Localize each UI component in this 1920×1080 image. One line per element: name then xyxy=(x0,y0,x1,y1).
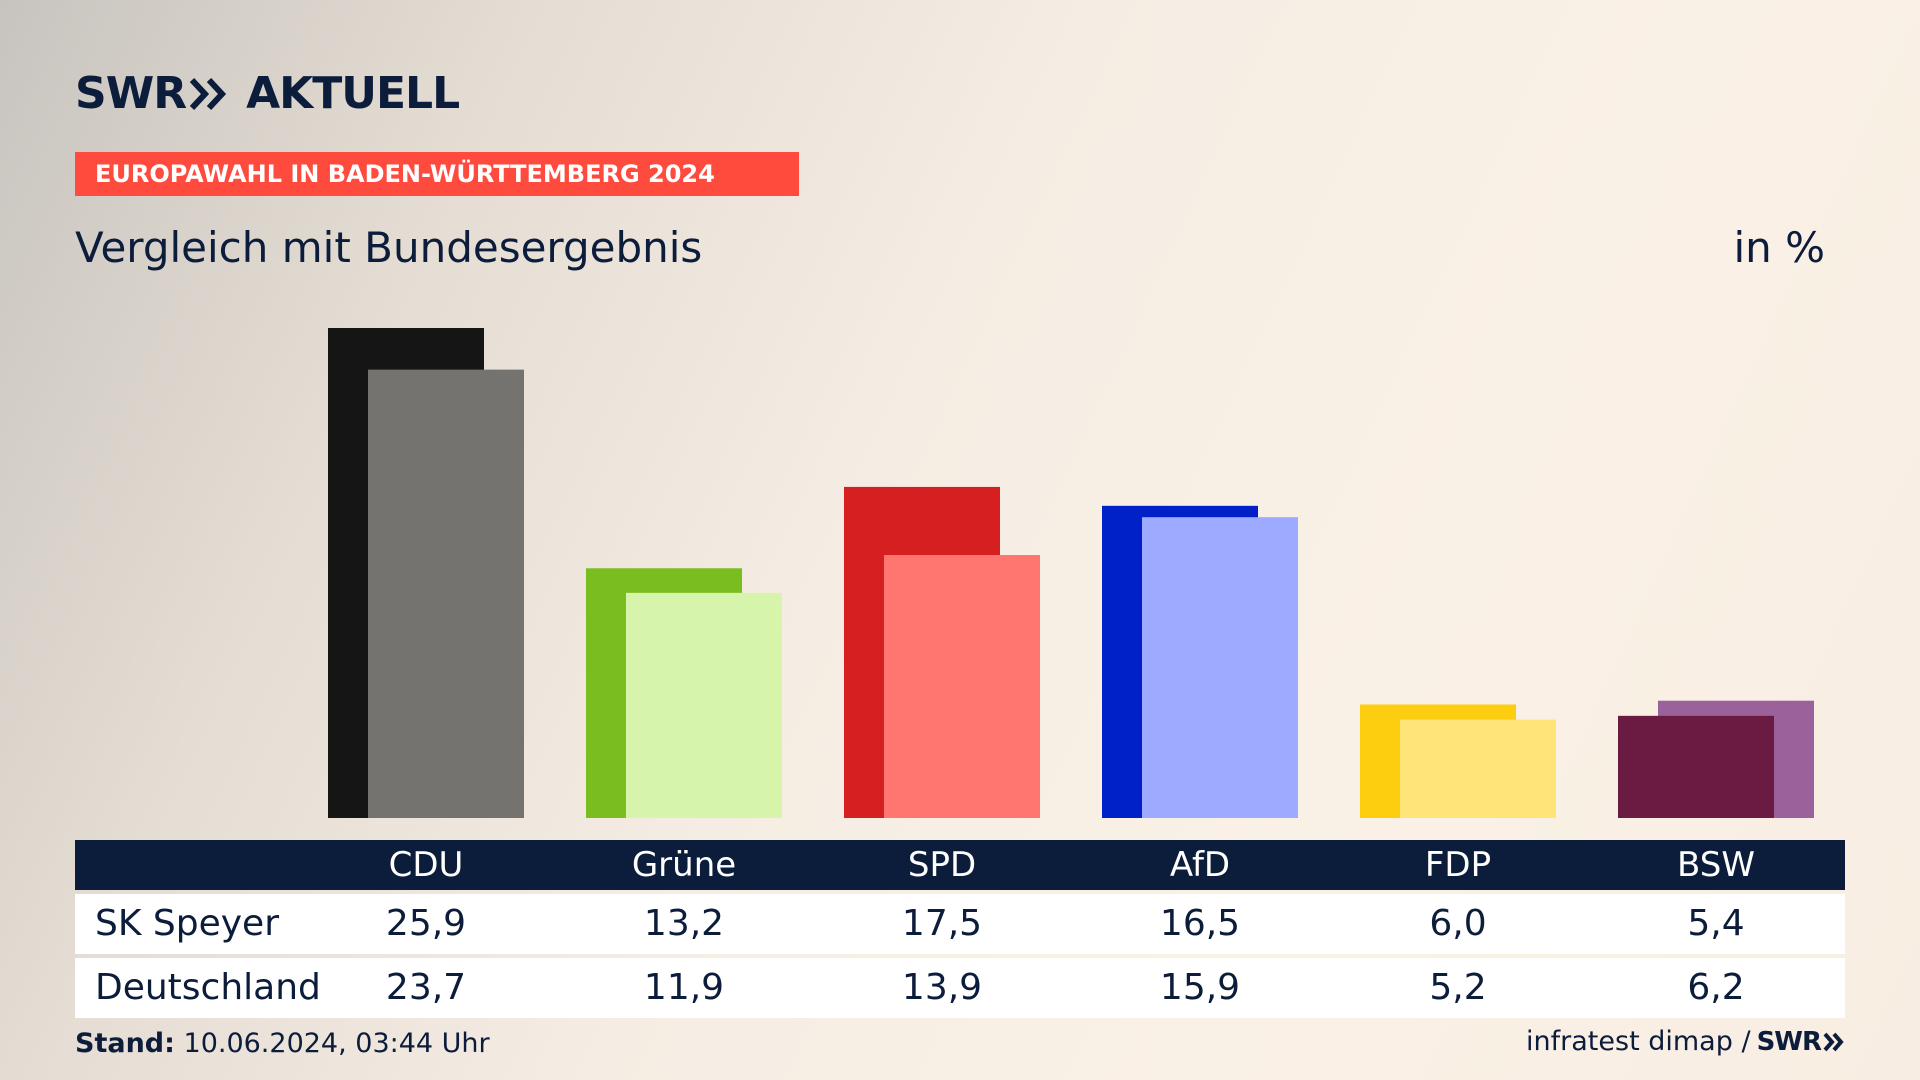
topic-banner: EUROPAWAHL IN BADEN-WÜRTTEMBERG 2024 xyxy=(75,152,799,196)
column-header-fdp: FDP xyxy=(1424,845,1492,885)
bar-deutschland-spd xyxy=(884,555,1040,818)
source-credit: infratest dimap / SWR xyxy=(1526,1026,1845,1057)
row-label-deutschland: Deutschland xyxy=(95,967,321,1008)
stand-value: 10.06.2024, 03:44 Uhr xyxy=(183,1028,490,1059)
table-row: SK Speyer 25,9 13,2 17,5 16,5 6,0 5,4 xyxy=(75,894,1845,954)
column-header-cdu: CDU xyxy=(388,845,464,885)
timestamp: Stand: 10.06.2024, 03:44 Uhr xyxy=(75,1028,490,1059)
footer-brand: SWR xyxy=(1756,1026,1822,1057)
value-cell-deutschland-gr-ne: 11,9 xyxy=(643,967,725,1008)
row-label-sk-speyer: SK Speyer xyxy=(95,903,280,944)
table-header: CDU Grüne SPD AfD FDP BSW xyxy=(75,840,1845,890)
value-cell-deutschland-bsw: 6,2 xyxy=(1687,967,1745,1008)
double-chevron-icon xyxy=(1823,1032,1844,1051)
bar-deutschland-gr-ne xyxy=(626,592,782,818)
swr-aktuell-logo: SWR AKTUELL xyxy=(75,68,460,120)
value-cell-sk-speyer-afd: 16,5 xyxy=(1159,903,1241,944)
logo-brand: SWR xyxy=(75,68,187,119)
bar-sk-speyer-bsw xyxy=(1618,715,1774,818)
bar-deutschland-cdu xyxy=(368,369,524,818)
unit-label: in % xyxy=(1733,223,1825,272)
bar-deutschland-fdp xyxy=(1400,719,1556,818)
results-table: CDU Grüne SPD AfD FDP BSW SK Speyer 25,9 13,2 1… xyxy=(75,840,1845,1018)
column-header-gr-ne: Grüne xyxy=(631,845,737,885)
source-text: infratest dimap / xyxy=(1526,1026,1751,1057)
chart-subtitle: Vergleich mit Bundesergebnis xyxy=(75,223,703,272)
column-header-bsw: BSW xyxy=(1677,845,1755,885)
column-header-afd: AfD xyxy=(1169,845,1231,885)
bar-deutschland-afd xyxy=(1142,517,1298,818)
value-cell-sk-speyer-fdp: 6,0 xyxy=(1429,903,1487,944)
value-cell-deutschland-spd: 13,9 xyxy=(901,967,983,1008)
value-cell-sk-speyer-gr-ne: 13,2 xyxy=(643,903,725,944)
value-cell-deutschland-afd: 15,9 xyxy=(1159,967,1241,1008)
value-cell-deutschland-cdu: 23,7 xyxy=(385,967,467,1008)
stand-label: Stand: xyxy=(75,1028,175,1059)
table-row: Deutschland 23,7 11,9 13,9 15,9 5,2 6,2 xyxy=(75,958,1845,1018)
value-cell-deutschland-fdp: 5,2 xyxy=(1429,967,1487,1008)
value-cell-sk-speyer-cdu: 25,9 xyxy=(385,903,467,944)
value-cell-sk-speyer-bsw: 5,4 xyxy=(1687,903,1745,944)
column-header-spd: SPD xyxy=(907,845,977,885)
logo-product: AKTUELL xyxy=(246,68,460,119)
double-chevron-icon xyxy=(190,77,227,111)
value-cell-sk-speyer-spd: 17,5 xyxy=(901,903,983,944)
